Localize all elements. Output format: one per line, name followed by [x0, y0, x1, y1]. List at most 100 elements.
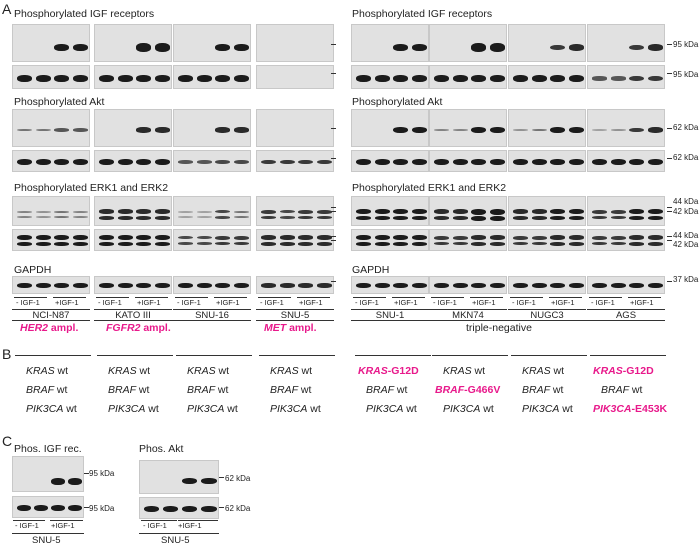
- band-igf-total: [592, 76, 607, 81]
- band-erk-total: [72, 235, 88, 240]
- band-igf-total: [393, 75, 408, 82]
- band-erk-total-lower: [279, 242, 295, 246]
- band-igf-phos: [154, 43, 170, 52]
- panel-c-mw-akt-total: 62 kDa: [225, 504, 251, 513]
- blot-igf-phos-7: [508, 24, 586, 62]
- genotype-pik3ca-8: PIK3CA-E453K: [593, 404, 667, 415]
- mw-tick-mid: [331, 207, 336, 208]
- band-igf-total: [411, 75, 427, 82]
- panel-c-cell-line-left: SNU-5: [32, 535, 61, 546]
- condition-label-minus: - IGF-1: [98, 298, 122, 307]
- band-erk-phos: [261, 209, 276, 214]
- title-phospho-erk-right: Phosphorylated ERK1 and ERK2: [352, 182, 507, 194]
- band-gapdh: [196, 283, 212, 288]
- band-erk-total: [647, 235, 663, 240]
- mw-label-akt-phos: 62 kDa: [673, 123, 699, 132]
- band-erk-total-lower: [117, 242, 133, 246]
- gene-name: KRAS: [443, 365, 472, 377]
- band-gapdh: [374, 283, 390, 288]
- band-igf-total: [72, 75, 88, 82]
- band-erk-phos-lower: [261, 216, 276, 219]
- band-erk-total: [261, 235, 276, 240]
- band-akt-total: [550, 159, 565, 165]
- band-igf-phos: [471, 43, 486, 52]
- mw-label-erk-phos-42: 42 kDa: [673, 207, 699, 216]
- condition-label-plus: +IGF-1: [299, 298, 323, 307]
- gene-status: wt: [550, 365, 565, 377]
- band-erk-total-lower: [54, 242, 69, 246]
- band-erk-total-lower: [316, 242, 332, 246]
- mw-tick-mid: [331, 240, 336, 241]
- genotype-kras-4: KRAS wt: [270, 366, 312, 377]
- condition-underline-minus: [175, 297, 208, 298]
- band-erk-phos: [54, 210, 69, 213]
- band-erk-phos-lower: [550, 216, 565, 220]
- band-erk-total: [393, 235, 408, 240]
- band-erk-phos-lower: [610, 216, 626, 219]
- blot-erk-phos-2: [94, 196, 172, 226]
- gene-name: KRAS: [593, 365, 623, 377]
- band-akt-phos: [513, 129, 528, 131]
- gene-name: BRAF: [522, 384, 551, 396]
- band-akt-total: [316, 159, 332, 165]
- mw-label-erk-total-44: 44 kDa: [673, 231, 699, 240]
- band-gapdh: [154, 283, 170, 288]
- band-gapdh: [647, 283, 663, 288]
- band-erk-total-lower: [356, 242, 371, 246]
- band-erk-total: [592, 235, 607, 240]
- gene-status: wt: [54, 384, 68, 396]
- band-igf-phos: [233, 44, 249, 51]
- title-gapdh-right: GAPDH: [352, 264, 390, 276]
- band-erk-phos-lower: [471, 216, 486, 221]
- band-erk-total: [54, 235, 69, 240]
- band-gapdh: [356, 283, 371, 288]
- condition-underline-plus: [135, 297, 168, 298]
- band-erk-phos-lower: [374, 216, 390, 220]
- band-gapdh: [298, 283, 313, 288]
- band-erk-total: [117, 235, 133, 240]
- band-akt-total: [54, 159, 69, 165]
- band-erk-phos: [489, 208, 505, 215]
- condition-underline-plus: [549, 297, 582, 298]
- gene-name: PIK3CA: [522, 403, 560, 415]
- band-erk-total: [279, 235, 295, 240]
- band-erk-total: [17, 235, 32, 240]
- band-erk-phos-lower: [136, 216, 151, 220]
- gene-status: -G12D: [387, 365, 419, 377]
- panel-c-akt-total-band: [163, 506, 179, 512]
- panel-c-akt-total-band: [201, 506, 217, 512]
- band-erk-phos-lower: [154, 216, 170, 220]
- condition-underline-minus: [589, 297, 622, 298]
- band-akt-total: [393, 159, 408, 165]
- blot-gapdh-6: [429, 276, 507, 294]
- blot-erk-total-8: [587, 229, 665, 251]
- blot-igf-phos-1: [12, 24, 90, 62]
- band-erk-total-lower: [531, 242, 547, 245]
- band-gapdh: [99, 283, 114, 288]
- band-erk-total: [610, 235, 626, 240]
- panel-c-mw-igf-total: 95 kDa: [89, 504, 115, 513]
- condition-label-minus: - IGF-1: [512, 298, 536, 307]
- title-phospho-igf-left: Phosphorylated IGF receptors: [14, 8, 155, 20]
- condition-label-minus: - IGF-1: [591, 298, 615, 307]
- band-erk-phos: [647, 209, 663, 214]
- band-erk-total: [513, 235, 528, 240]
- band-erk-phos: [298, 209, 313, 214]
- band-erk-phos: [279, 209, 295, 214]
- band-erk-phos-lower: [215, 216, 230, 219]
- gene-status: -G12D: [622, 365, 654, 377]
- blot-igf-total-7: [508, 65, 586, 89]
- band-igf-total: [233, 75, 249, 82]
- band-akt-total: [178, 160, 193, 164]
- band-igf-total: [489, 75, 505, 82]
- band-erk-phos-lower: [72, 216, 88, 218]
- band-igf-phos: [411, 44, 427, 51]
- band-erk-phos-lower: [233, 216, 249, 218]
- band-erk-phos: [374, 209, 390, 214]
- band-gapdh: [261, 283, 276, 288]
- condition-label-plus: +IGF-1: [137, 298, 161, 307]
- band-igf-total: [550, 75, 565, 82]
- band-erk-total-lower: [513, 242, 528, 245]
- blot-akt-total-8: [587, 150, 665, 172]
